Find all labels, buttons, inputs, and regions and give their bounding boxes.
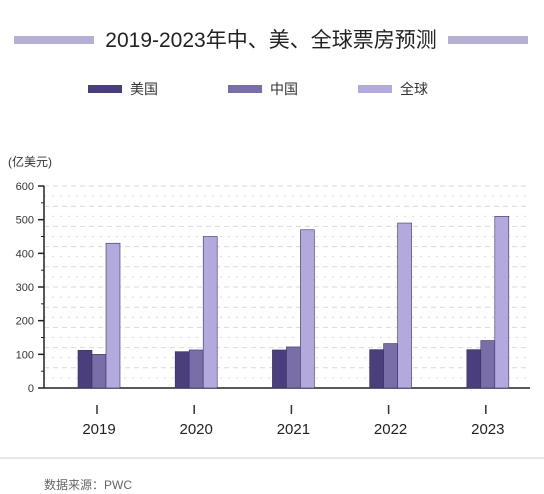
bar-中国-2021 (286, 346, 301, 389)
bar-中国-2019 (91, 354, 107, 389)
bar-全球-2019 (105, 242, 121, 389)
legend-label-0: 美国 (130, 81, 158, 97)
bar-全球-2023 (494, 216, 510, 389)
x-tick-label-2021: 2021 (277, 421, 310, 438)
y-tick-label: 200 (16, 316, 34, 328)
source-note: 数据来源：PWC (44, 478, 132, 492)
y-tick-label: 0 (28, 383, 34, 395)
bar-全球-2021 (300, 229, 315, 389)
bar-中国-2020 (188, 349, 204, 389)
bar-全球-2020 (202, 236, 218, 389)
legend-swatch-1 (228, 85, 262, 93)
y-tick-label: 400 (16, 248, 34, 260)
title-decoration-left (14, 36, 94, 44)
y-tick-label: 600 (16, 181, 34, 193)
legend-swatch-2 (358, 85, 392, 93)
bar-美国-2021 (272, 349, 287, 389)
x-tick-label-2022: 2022 (374, 421, 407, 438)
bar-全球-2022 (397, 222, 412, 389)
bar-中国-2023 (480, 340, 496, 389)
bar-美国-2022 (369, 349, 384, 389)
y-axis-unit: (亿美元) (8, 154, 52, 169)
chart-title-wrap: 2019-2023年中、美、全球票房预测 (14, 24, 528, 54)
bar-美国-2019 (77, 349, 93, 389)
bar-美国-2023 (466, 349, 482, 389)
x-tick-label-2023: 2023 (471, 421, 504, 438)
y-tick-label: 300 (16, 282, 34, 294)
title-band: 2019-2023年中、美、全球票房预测 (14, 22, 528, 58)
legend-label-2: 全球 (400, 81, 428, 97)
y-tick-label: 500 (16, 215, 34, 227)
title-decoration-right (448, 36, 528, 44)
legend-label-1: 中国 (270, 81, 298, 97)
chart-title: 2019-2023年中、美、全球票房预测 (99, 29, 443, 52)
bar-美国-2020 (174, 351, 190, 389)
legend-swatch-0 (88, 85, 122, 93)
bar-中国-2022 (383, 343, 398, 389)
y-tick-label: 100 (16, 349, 34, 361)
x-tick-label-2019: 2019 (82, 421, 115, 438)
x-tick-label-2020: 2020 (180, 421, 213, 438)
